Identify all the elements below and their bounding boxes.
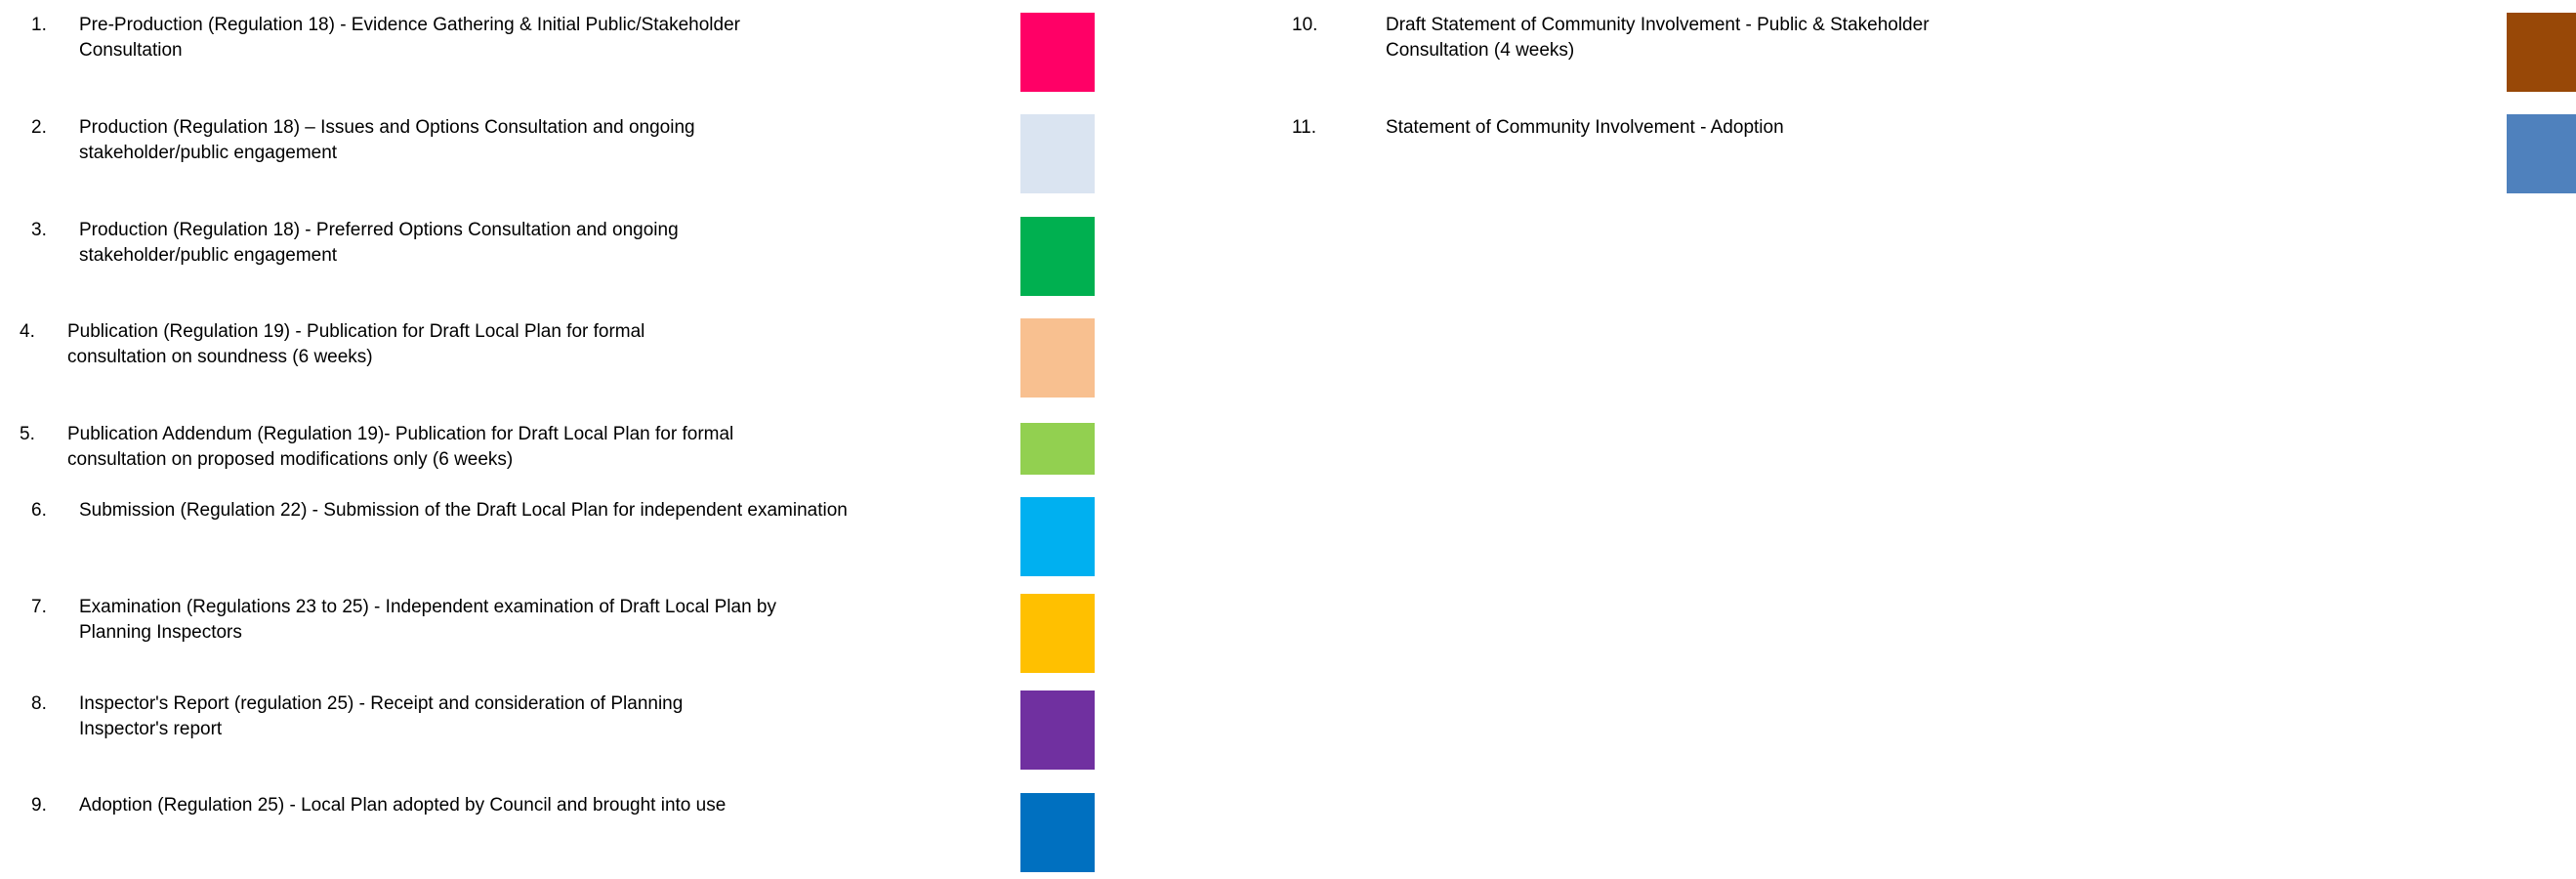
legend-item-label: Publication (Regulation 19) - Publicatio… — [67, 321, 645, 367]
legend-color-swatch-1 — [1020, 13, 1095, 92]
legend-color-swatch-8 — [1020, 691, 1095, 770]
legend-item-number: 6. — [31, 500, 47, 521]
legend-item-number: 8. — [31, 693, 47, 714]
legend-color-swatch-2 — [1020, 114, 1095, 193]
legend-item-label: Statement of Community Involvement - Ado… — [1386, 117, 1784, 138]
legend-item-number: 1. — [31, 15, 47, 35]
legend-item-number: 4. — [20, 321, 35, 342]
legend-item-number: 5. — [20, 424, 35, 444]
legend-color-swatch-11 — [2507, 114, 2576, 193]
legend-item-number: 11. — [1292, 117, 1317, 138]
legend-item-label: Production (Regulation 18) – Issues and … — [79, 117, 695, 163]
legend-item-label: Examination (Regulations 23 to 25) - Ind… — [79, 597, 776, 643]
legend-item-label: Pre-Production (Regulation 18) - Evidenc… — [79, 15, 740, 61]
legend-color-swatch-4 — [1020, 318, 1095, 398]
legend-item-label: Submission (Regulation 22) - Submission … — [79, 500, 848, 521]
legend-color-swatch-6 — [1020, 497, 1095, 576]
legend-item-label: Inspector's Report (regulation 25) - Rec… — [79, 693, 684, 739]
legend-color-swatch-5 — [1020, 423, 1095, 475]
legend-item-label: Adoption (Regulation 25) - Local Plan ad… — [79, 795, 727, 816]
legend-item-label: Production (Regulation 18) - Preferred O… — [79, 220, 679, 266]
legend-item-number: 7. — [31, 597, 47, 617]
legend-item-number: 3. — [31, 220, 47, 240]
legend-item-number: 10. — [1292, 15, 1318, 35]
legend-item-number: 2. — [31, 117, 47, 138]
legend-item-number: 9. — [31, 795, 47, 816]
legend-color-swatch-7 — [1020, 594, 1095, 673]
legend-item-label: Draft Statement of Community Involvement… — [1386, 15, 1930, 61]
legend-color-swatch-3 — [1020, 217, 1095, 296]
legend-item-label: Publication Addendum (Regulation 19)- Pu… — [67, 424, 734, 470]
legend-color-swatch-9 — [1020, 793, 1095, 872]
legend-color-swatch-10 — [2507, 13, 2576, 92]
